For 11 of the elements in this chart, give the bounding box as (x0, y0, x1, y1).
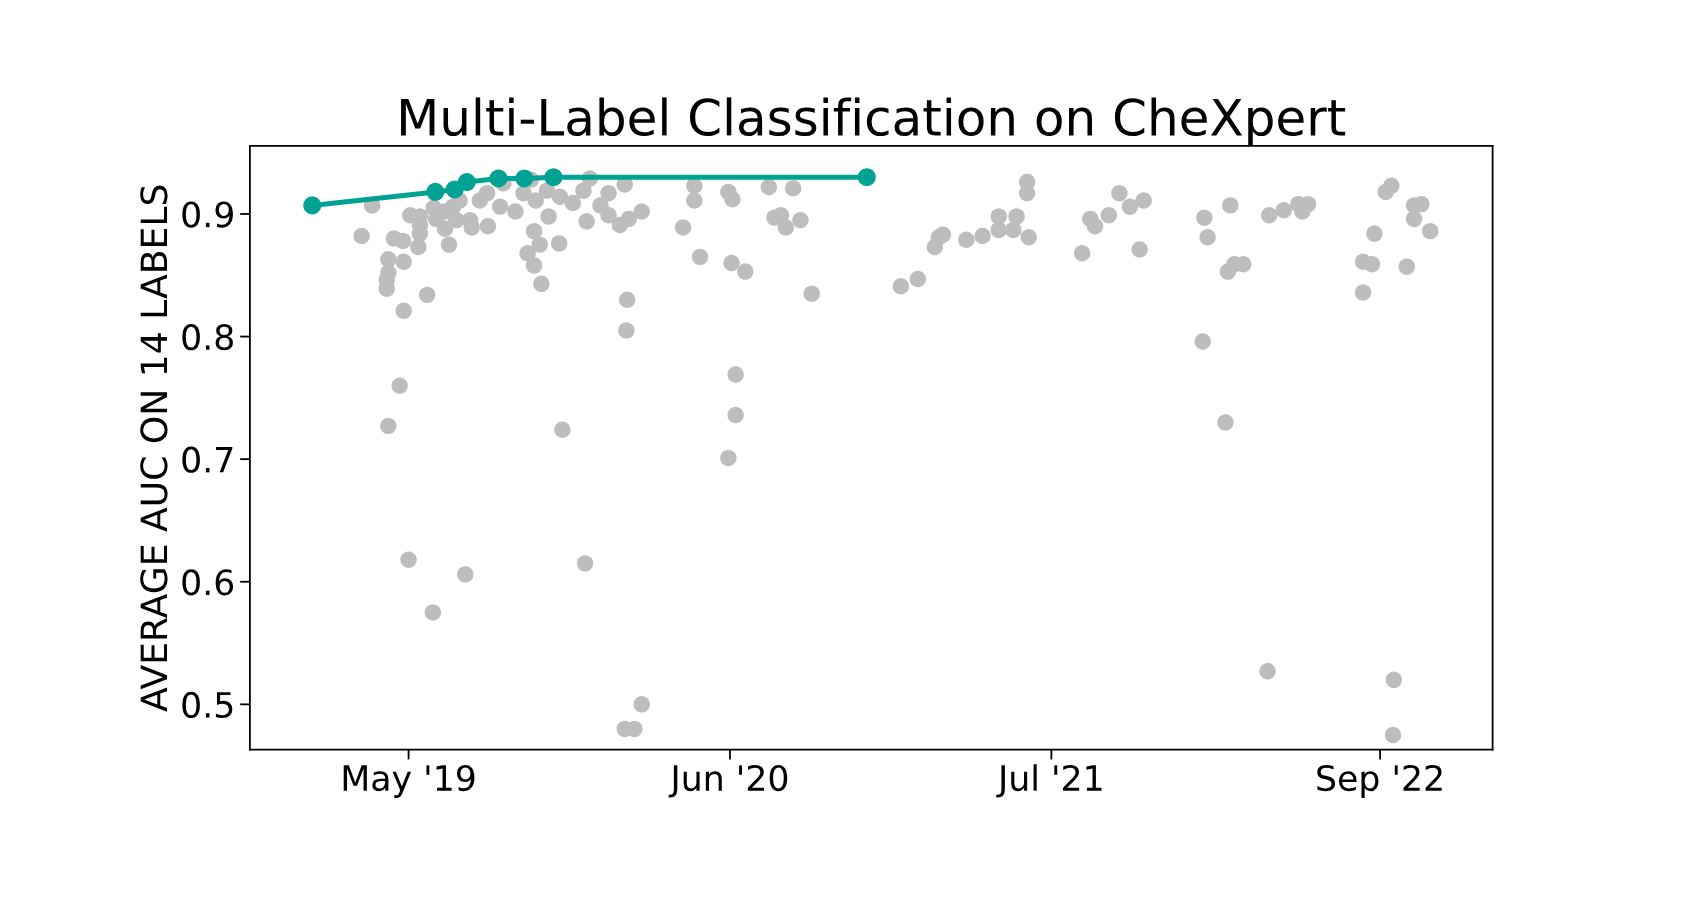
y-axis-title: AVERAGE AUC ON 14 LABELS (140, 185, 168, 712)
y-tick-label: 0.8 (182, 323, 233, 351)
chart-title: Multi-Label Classification on CheXpert (401, 97, 1346, 146)
y-tick-label: 0.5 (182, 691, 233, 719)
y-tick-label: 0.7 (182, 446, 233, 473)
x-tick-label: Jul '21 (996, 764, 1102, 798)
y-tick-label: 0.9 (182, 201, 233, 228)
y-tick-label: 0.6 (182, 569, 234, 596)
x-tick-label: Sep '22 (1317, 764, 1442, 798)
x-tick-label: May '19 (343, 764, 475, 798)
x-tick-label: Jun '20 (668, 764, 788, 798)
